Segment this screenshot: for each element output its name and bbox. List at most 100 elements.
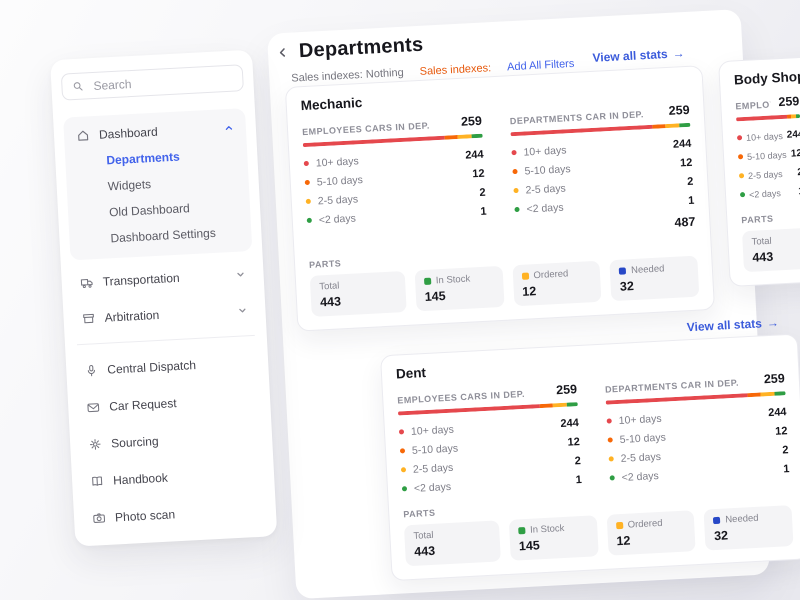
ordered-square-icon [616,522,623,529]
sidebar-item-label: Old Dashboard [109,201,190,219]
stat-block-header: DEPARTMENTS CAR IN DEP. 259 [605,371,785,394]
sidebar-item-label: Car Request [109,396,177,414]
chip-value: 145 [519,536,589,554]
stat-block-title: EMPLOYEES CARS IN DEP. [397,389,525,406]
stat-block-title: EMPLOYEES CARS IN DEP. [735,100,771,112]
bar-segment-red [736,115,787,122]
legend-dot-red [511,150,516,155]
chevron-up-icon [224,122,235,133]
stat-row-label: 10+ days [316,155,359,169]
bar-segment-red [510,125,652,136]
legend-dot-orange [400,448,405,453]
sidebar-item-photo-scan[interactable]: Photo scan [83,496,266,532]
stat-block-total: 259 [778,94,800,109]
sidebar-item-sourcing[interactable]: Sourcing [80,422,263,458]
chip-value: 443 [320,291,397,309]
stat-row-value: 2 [687,175,694,187]
stat-row-label: 2-5 days [413,461,454,475]
chip-label: In Stock [530,523,565,536]
chip-label: Total [413,530,434,542]
chip-header: Total [319,277,396,292]
chevron-down-icon [237,305,248,316]
stat-bar [736,114,800,121]
search-box[interactable] [61,64,244,100]
stat-row-label: 5-10 days [619,431,666,445]
chip-value: 12 [616,531,686,549]
stat-row-value: 1 [783,463,790,475]
legend-dot-green [514,207,519,212]
stat-row-label: <2 days [621,469,659,483]
sidebar-item-label: Widgets [107,177,151,193]
chip-header: In Stock [424,272,494,287]
chip-label: In Stock [436,274,471,287]
search-input[interactable] [91,70,234,93]
home-icon [76,128,91,143]
bar-segment-red [606,393,748,404]
stat-row-label: 5-10 days [412,442,459,456]
stat-row-value: 1 [480,205,487,217]
stat-row-label: 10+ days [746,131,783,143]
stat-block-total: 259 [461,114,483,129]
stat-block-title: DEPARTMENTS CAR IN DEP. [510,109,644,126]
app-stage: Dashboard Departments Widgets Old Dashbo… [35,0,800,600]
stat-row-label: 10+ days [523,144,566,158]
stat-row-value: 12 [680,156,693,169]
parts-chip-total: Total 443 [404,520,501,566]
sidebar-item-label: Central Dispatch [107,358,196,377]
employees-stat-block: EMPLOYEES CARS IN DEP. 259 10+ days244 5… [735,94,800,204]
legend-dot-yellow [306,199,311,204]
archive-icon [81,311,96,326]
card-stat-blocks: EMPLOYEES CARS IN DEP. 259 10+ days244 5… [735,77,800,204]
sidebar-item-label: Departments [106,150,180,168]
stat-block-title: EMPLOYEES CARS IN DEP. [302,120,430,137]
stat-row-value: 1 [688,194,695,206]
stat-row-label: 2-5 days [620,450,661,464]
bar-segment-yellow [760,392,775,397]
legend-dot-green [740,192,745,197]
parts-chip-total: Total 443 [742,226,800,272]
book-icon [90,473,105,488]
department-card-mechanic: Mechanic EMPLOYEES CARS IN DEP. 259 10+ … [285,65,715,332]
stat-row-label: 5-10 days [317,174,364,188]
sidebar-item-label: Dashboard Settings [110,226,216,245]
card-stat-blocks: EMPLOYEES CARS IN DEP. 259 10+ days 244 5… [302,103,696,249]
departments-stat-block: DEPARTMENTS CAR IN DEP. 259 10+ days244 … [509,103,695,238]
sidebar-item-arbitration[interactable]: Arbitration [73,296,256,332]
chip-header: Total [751,233,800,248]
parts-chip-needed: Needed 32 [610,256,700,302]
back-button[interactable] [271,42,292,63]
stat-row-value: 2 [782,444,789,456]
chip-header: Needed [619,262,689,277]
chip-header: Total [413,527,490,542]
bar-segment-green [567,402,578,407]
gear-icon [88,437,103,452]
stat-row-label: 5-10 days [747,149,787,161]
stat-row: <2 days1 [740,182,800,204]
sidebar-nav: Dashboard Departments Widgets Old Dashbo… [63,108,266,532]
department-card-dent: Dent EMPLOYEES CARS IN DEP. 259 10+ days… [380,334,800,582]
sidebar-item-label: Handbook [113,470,168,487]
employees-stat-block: EMPLOYEES CARS IN DEP. 259 10+ days244 5… [397,382,582,498]
tools-group: Central Dispatch Car Request Sourcing Ha… [76,348,267,532]
legend-dot-green [307,218,312,223]
arrow-right-icon: → [766,315,779,330]
sidebar-item-transportation[interactable]: Transportation [71,260,254,296]
dashboard-group: Dashboard Departments Widgets Old Dashbo… [63,108,252,260]
stat-row-value: 244 [465,148,484,161]
sidebar-item-car-request[interactable]: Car Request [78,385,261,421]
sidebar-item-label: Arbitration [104,307,159,324]
arrow-right-icon: → [672,46,685,61]
bar-segment-yellow [457,134,472,139]
chip-label: Total [751,236,772,248]
legend-dot-orange [608,437,613,442]
sidebar-item-central-dispatch[interactable]: Central Dispatch [76,348,259,384]
stat-row-value: 12 [472,167,485,180]
camera-icon [92,510,107,525]
chip-header: Ordered [521,267,591,282]
sidebar-item-handbook[interactable]: Handbook [81,459,264,495]
bar-segment-orange [748,393,761,398]
chip-value: 145 [424,286,494,304]
chevron-down-icon [235,269,246,280]
bar-segment-orange [540,403,553,408]
sidebar-divider [77,335,255,345]
